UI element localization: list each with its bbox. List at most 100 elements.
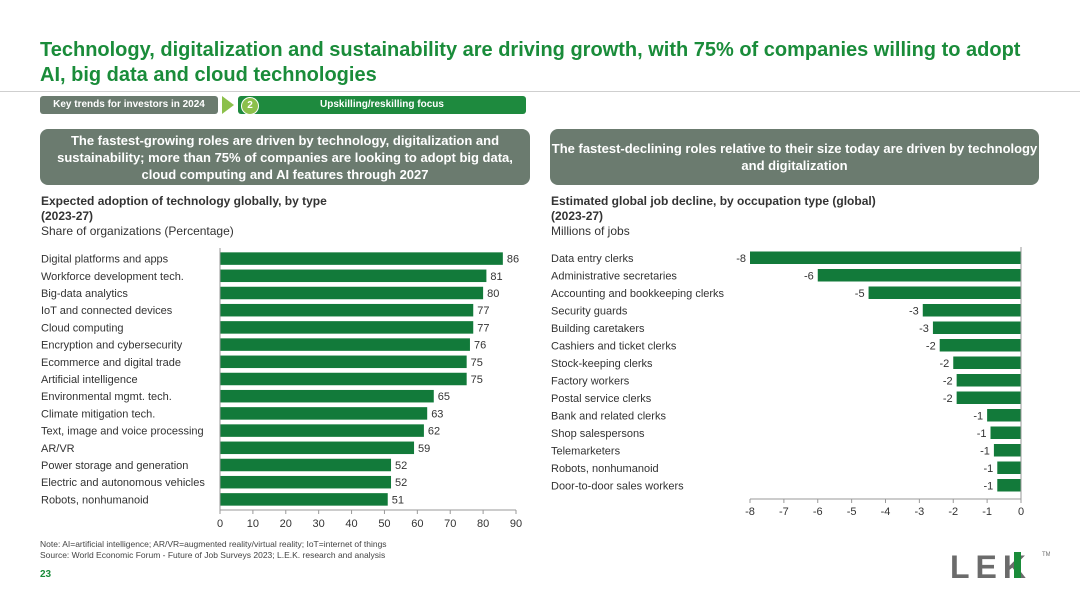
x-tick-label: -5 xyxy=(847,506,857,518)
x-tick-label: 20 xyxy=(280,518,292,530)
x-tick-label: -1 xyxy=(982,506,992,518)
category-label: Electric and autonomous vehicles xyxy=(41,477,205,489)
value-label: 77 xyxy=(477,305,489,317)
x-tick-label: 70 xyxy=(444,518,456,530)
bar xyxy=(220,372,467,386)
category-label: Shop salespersons xyxy=(551,428,645,440)
bar xyxy=(939,339,1021,352)
bar xyxy=(993,444,1021,457)
bar xyxy=(956,391,1021,404)
bar xyxy=(220,407,428,420)
category-label: Door-to-door sales workers xyxy=(551,480,684,492)
x-tick-label: 80 xyxy=(477,518,489,530)
x-tick-label: 0 xyxy=(1018,506,1024,518)
chevron-right-icon xyxy=(222,96,234,114)
bar xyxy=(220,475,392,489)
bar xyxy=(990,426,1021,439)
x-tick-label: -8 xyxy=(745,506,755,518)
category-label: Power storage and generation xyxy=(41,460,188,472)
category-label: Cloud computing xyxy=(41,322,124,334)
x-tick-label: -6 xyxy=(813,506,823,518)
bar xyxy=(220,424,424,437)
value-label: 65 xyxy=(438,391,450,403)
lek-logo: LEK TM xyxy=(950,549,1050,580)
bar xyxy=(220,355,467,369)
category-label: Artificial intelligence xyxy=(41,374,138,386)
category-label: Data entry clerks xyxy=(551,253,634,265)
value-label: 62 xyxy=(428,426,440,438)
x-tick-label: 0 xyxy=(217,518,223,530)
logo-wordmark: LEK xyxy=(950,549,1032,580)
value-label: 86 xyxy=(507,254,519,266)
right-chart-title: Estimated global job decline, by occupat… xyxy=(551,194,876,208)
category-label: Stock-keeping clerks xyxy=(551,358,653,370)
value-label: 80 xyxy=(487,288,499,300)
bar xyxy=(220,493,388,506)
category-label: Robots, nonhumanoid xyxy=(551,463,659,475)
value-label: 75 xyxy=(471,374,483,386)
bar xyxy=(220,321,474,334)
value-label: 77 xyxy=(477,322,489,334)
value-label: 75 xyxy=(471,357,483,369)
page-number: 23 xyxy=(40,569,52,580)
value-label: -2 xyxy=(926,340,936,352)
footnote-source: Source: World Economic Forum - Future of… xyxy=(40,550,386,560)
bar xyxy=(922,304,1021,317)
bar xyxy=(987,409,1021,422)
left-chart-heading: Expected adoption of technology globally… xyxy=(41,194,327,239)
bar xyxy=(750,251,1021,264)
right-chart-units: Millions of jobs xyxy=(551,224,630,238)
value-label: -1 xyxy=(984,480,994,492)
step-number-badge: 2 xyxy=(241,97,259,115)
value-label: -6 xyxy=(804,270,814,282)
header-divider xyxy=(0,91,1080,92)
value-label: 59 xyxy=(418,443,430,455)
left-banner: The fastest-growing roles are driven by … xyxy=(40,129,530,185)
category-label: Environmental mgmt. tech. xyxy=(41,391,172,403)
x-tick-label: -4 xyxy=(881,506,891,518)
value-label: -3 xyxy=(909,305,919,317)
x-tick-label: 10 xyxy=(247,518,259,530)
category-label: Cashiers and ticket clerks xyxy=(551,340,677,352)
category-label: Text, image and voice processing xyxy=(41,426,204,438)
step-breadcrumb[interactable]: Upskilling/reskilling focus xyxy=(238,96,526,114)
category-label: Workforce development tech. xyxy=(41,271,184,283)
category-label: Administrative secretaries xyxy=(551,270,677,282)
x-tick-label: -2 xyxy=(948,506,958,518)
bar xyxy=(220,441,415,455)
right-banner-text: The fastest-declining roles relative to … xyxy=(551,141,1038,173)
logo-trademark: TM xyxy=(1042,552,1050,558)
footnote: Note: AI=artificial intelligence; AR/VR=… xyxy=(40,539,387,561)
value-label: 52 xyxy=(395,460,407,472)
category-label: Telemarketers xyxy=(551,445,621,457)
category-label: Digital platforms and apps xyxy=(41,254,169,266)
category-label: Climate mitigation tech. xyxy=(41,408,155,420)
value-label: 52 xyxy=(395,477,407,489)
left-chart-units: Share of organizations (Percentage) xyxy=(41,224,234,238)
footnote-note: Note: AI=artificial intelligence; AR/VR=… xyxy=(40,539,387,549)
category-label: IoT and connected devices xyxy=(41,305,173,317)
bar xyxy=(953,356,1021,369)
value-label: -1 xyxy=(977,428,987,440)
bar xyxy=(220,389,434,403)
value-label: -8 xyxy=(736,253,746,265)
value-label: 81 xyxy=(490,271,502,283)
x-tick-label: 30 xyxy=(313,518,325,530)
x-tick-label: -7 xyxy=(779,506,789,518)
bar xyxy=(997,461,1021,474)
section-breadcrumb[interactable]: Key trends for investors in 2024 xyxy=(40,96,218,114)
x-tick-label: 90 xyxy=(510,518,522,530)
right-banner: The fastest-declining roles relative to … xyxy=(550,129,1039,185)
bar xyxy=(997,479,1021,492)
x-tick-label: 60 xyxy=(411,518,423,530)
x-tick-label: 50 xyxy=(378,518,390,530)
value-label: -3 xyxy=(919,323,929,335)
right-chart-heading: Estimated global job decline, by occupat… xyxy=(551,194,876,239)
bar xyxy=(956,374,1021,387)
job-decline-bar-chart: Data entry clerks -8 Administrative secret… xyxy=(551,247,1024,518)
bar xyxy=(932,321,1021,334)
category-label: Accounting and bookkeeping clerks xyxy=(551,288,725,300)
value-label: 51 xyxy=(392,494,404,506)
value-label: -2 xyxy=(939,358,949,370)
x-tick-label: 40 xyxy=(345,518,357,530)
